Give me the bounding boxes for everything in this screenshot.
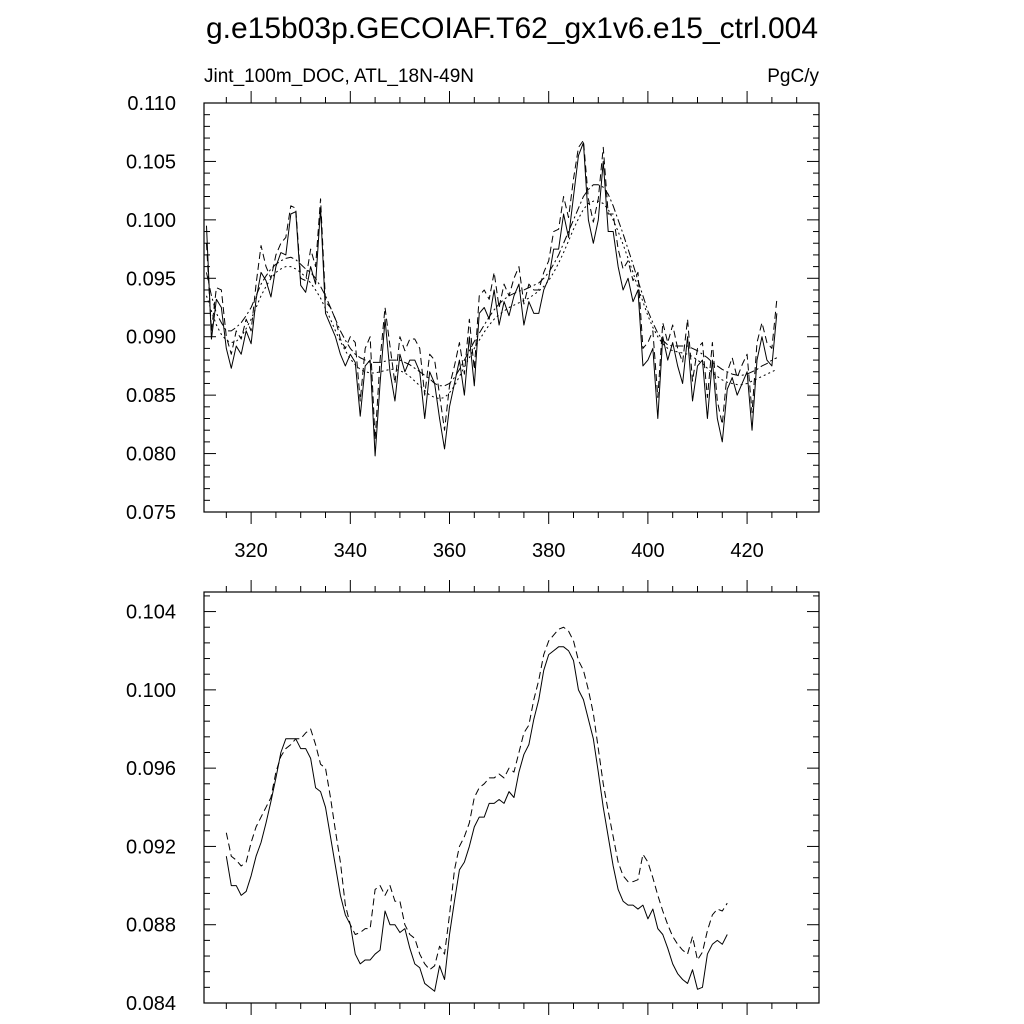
y-tick-label: 0.092 — [126, 836, 176, 858]
x-tick-label: 320 — [234, 540, 267, 562]
bottom-series — [225, 626, 728, 992]
y-tick-label: 0.080 — [126, 444, 176, 466]
top-plot-frame — [203, 102, 820, 513]
bottom-plot-frame — [203, 591, 820, 1004]
y-tick-label: 0.090 — [126, 327, 176, 349]
series-line-dotted — [206, 200, 778, 400]
y-tick-label: 0.084 — [126, 993, 176, 1015]
x-tick-label: 340 — [334, 540, 367, 562]
series-line-dashed — [225, 626, 728, 971]
y-tick-label: 0.100 — [126, 680, 176, 702]
y-tick-label: 0.075 — [126, 502, 176, 524]
top-tick-labels: 320 340 360 380 400 420 0.075 0.080 0.085 0.090 0.… — [126, 93, 764, 562]
top-panel: Jint_100m_DOC, ATL_18N-49N PgC/y 320 340 3… — [126, 66, 820, 562]
bottom-tick-labels: 0.084 0.088 0.092 0.096 0.100 0.104 — [126, 602, 176, 1015]
top-series — [205, 139, 778, 457]
x-tick-label: 380 — [532, 540, 565, 562]
units-label: PgC/y — [767, 66, 819, 87]
bottom-ticks — [204, 580, 819, 1015]
x-tick-label: 360 — [433, 540, 466, 562]
y-tick-label: 0.110 — [127, 93, 176, 115]
x-tick-label: 420 — [730, 540, 763, 562]
y-tick-label: 0.096 — [126, 758, 176, 780]
y-tick-label: 0.104 — [126, 602, 176, 624]
y-tick-label: 0.095 — [126, 268, 176, 290]
series-line-dashed — [205, 139, 778, 441]
x-tick-label: 400 — [631, 540, 664, 562]
y-tick-label: 0.085 — [126, 385, 176, 407]
top-left-label: Jint_100m_DOC, ATL_18N-49N — [204, 66, 474, 87]
bottom-panel: 0.084 0.088 0.092 0.096 0.100 0.104 — [126, 580, 820, 1015]
y-tick-label: 0.105 — [126, 151, 176, 173]
series-line-solid — [205, 142, 778, 457]
y-tick-label: 0.100 — [126, 210, 176, 232]
chart-title: g.e15b03p.GECOIAF.T62_gx1v6.e15_ctrl.004 — [206, 12, 818, 45]
series-line-dash-dot — [205, 184, 778, 387]
y-tick-label: 0.088 — [126, 915, 176, 937]
series-line-solid — [225, 646, 728, 992]
